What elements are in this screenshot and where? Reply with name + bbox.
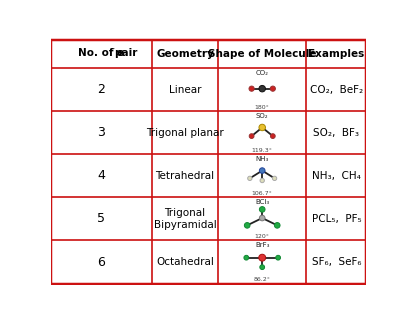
Text: Linear: Linear bbox=[168, 84, 201, 94]
Text: BCl₃: BCl₃ bbox=[255, 199, 269, 205]
Text: 5: 5 bbox=[97, 212, 105, 225]
Text: No. of e: No. of e bbox=[78, 48, 125, 58]
Ellipse shape bbox=[274, 222, 280, 228]
Text: 86.2°: 86.2° bbox=[254, 277, 271, 282]
Ellipse shape bbox=[260, 178, 265, 183]
Ellipse shape bbox=[276, 255, 280, 260]
Text: 4: 4 bbox=[97, 169, 105, 182]
Text: 106.7°: 106.7° bbox=[252, 191, 273, 196]
Ellipse shape bbox=[259, 254, 266, 261]
Ellipse shape bbox=[248, 176, 252, 180]
Text: NH₃: NH₃ bbox=[256, 156, 269, 162]
Text: Shape of Molecule: Shape of Molecule bbox=[208, 49, 317, 59]
Text: Tetrahedral: Tetrahedral bbox=[155, 171, 214, 181]
Ellipse shape bbox=[259, 124, 265, 131]
Text: 2: 2 bbox=[97, 83, 105, 96]
Ellipse shape bbox=[249, 86, 254, 91]
Ellipse shape bbox=[270, 134, 275, 139]
Text: Examples: Examples bbox=[308, 49, 364, 59]
Text: 6: 6 bbox=[97, 255, 105, 268]
Ellipse shape bbox=[259, 207, 265, 212]
Text: CO₂,  BeF₂: CO₂, BeF₂ bbox=[310, 84, 363, 94]
Text: PCL₅,  PF₅: PCL₅, PF₅ bbox=[311, 214, 361, 224]
Text: NH₃,  CH₄: NH₃, CH₄ bbox=[312, 171, 361, 181]
Text: pair: pair bbox=[115, 48, 138, 58]
Ellipse shape bbox=[259, 85, 265, 92]
Ellipse shape bbox=[244, 222, 250, 228]
Ellipse shape bbox=[270, 86, 276, 91]
Ellipse shape bbox=[259, 215, 265, 221]
Text: SF₆,  SeF₆: SF₆, SeF₆ bbox=[312, 257, 361, 267]
Text: 3: 3 bbox=[97, 126, 105, 139]
Text: ⁻: ⁻ bbox=[110, 45, 114, 54]
Text: 120°: 120° bbox=[255, 234, 270, 239]
Ellipse shape bbox=[249, 134, 254, 139]
Text: SO₂,  BF₃: SO₂, BF₃ bbox=[313, 128, 359, 138]
Text: Trigonal planar: Trigonal planar bbox=[146, 128, 224, 138]
Ellipse shape bbox=[259, 168, 265, 173]
Text: Trigonal
Bipyramidal: Trigonal Bipyramidal bbox=[153, 208, 216, 230]
Text: BrF₃: BrF₃ bbox=[255, 242, 269, 248]
Ellipse shape bbox=[260, 265, 265, 269]
Text: SO₂: SO₂ bbox=[256, 113, 269, 119]
Text: Octahedral: Octahedral bbox=[156, 257, 214, 267]
Ellipse shape bbox=[244, 255, 249, 260]
Text: Geometry: Geometry bbox=[156, 49, 214, 59]
Text: CO₂: CO₂ bbox=[256, 70, 269, 76]
Text: 119.3°: 119.3° bbox=[252, 148, 273, 153]
Ellipse shape bbox=[272, 176, 277, 180]
Text: 180°: 180° bbox=[255, 105, 269, 110]
